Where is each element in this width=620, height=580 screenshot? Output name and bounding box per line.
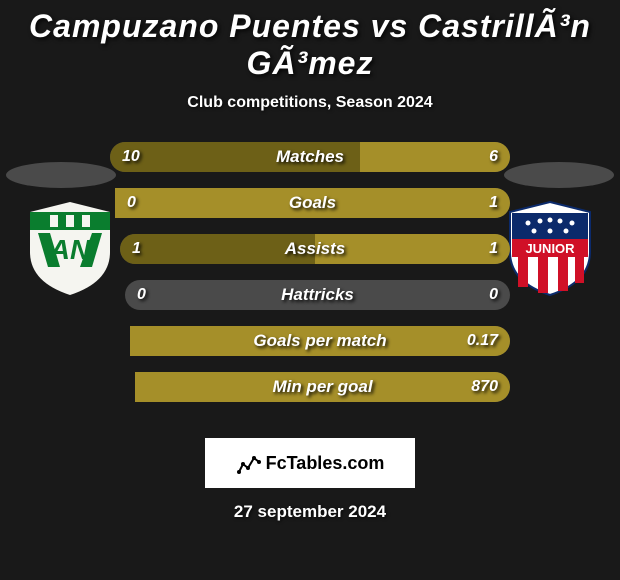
stat-row: 10 6 Matches <box>110 142 510 172</box>
stat-value-left: 0 <box>127 194 136 212</box>
stat-value-right: 1 <box>489 194 498 212</box>
stat-label: Goals <box>289 193 336 213</box>
stat-label: Goals per match <box>253 331 386 351</box>
stat-row: 870 Min per goal <box>135 372 510 402</box>
stat-value-left: 0 <box>137 286 146 304</box>
stat-label: Matches <box>276 147 344 167</box>
stat-label: Assists <box>285 239 345 259</box>
stat-value-right: 6 <box>489 148 498 166</box>
chart-icon <box>236 450 262 476</box>
stat-bars: 10 6 Matches 0 1 Goals 1 1 Assists 0 0 Hattricks 0.1… <box>110 142 510 418</box>
fctables-logo: FcTables.com <box>205 438 415 488</box>
badge-shadow-left <box>6 162 116 188</box>
stat-value-right: 1 <box>489 240 498 258</box>
shield-icon-right: JUNIOR <box>500 197 600 297</box>
stat-value-left: 1 <box>132 240 141 258</box>
stat-value-right: 0.17 <box>467 332 498 350</box>
bar-fill-right <box>360 142 510 172</box>
comparison-title: Campuzano Puentes vs CastrillÃ³n GÃ³mez <box>0 0 620 82</box>
chart-area: AN JUNIOR 10 6 Matches 0 1 Goals 1 1 Assists 0 0 Ha… <box>0 142 620 432</box>
svg-text:JUNIOR: JUNIOR <box>525 241 575 256</box>
stat-value-right: 0 <box>489 286 498 304</box>
stat-label: Hattricks <box>281 285 354 305</box>
shield-icon-left: AN <box>20 197 120 297</box>
stat-row: 0 1 Goals <box>115 188 510 218</box>
team-badge-left: AN <box>20 197 120 297</box>
stat-value-right: 870 <box>471 378 498 396</box>
stat-row: 0 0 Hattricks <box>125 280 510 310</box>
svg-text:AN: AN <box>49 234 91 265</box>
stat-value-left: 10 <box>122 148 140 166</box>
stat-label: Min per goal <box>272 377 372 397</box>
comparison-subtitle: Club competitions, Season 2024 <box>0 94 620 112</box>
stat-row: 1 1 Assists <box>120 234 510 264</box>
stat-row: 0.17 Goals per match <box>130 326 510 356</box>
logo-text: FcTables.com <box>266 453 385 474</box>
badge-shadow-right <box>504 162 614 188</box>
team-badge-right: JUNIOR <box>500 197 600 297</box>
date-text: 27 september 2024 <box>0 502 620 522</box>
